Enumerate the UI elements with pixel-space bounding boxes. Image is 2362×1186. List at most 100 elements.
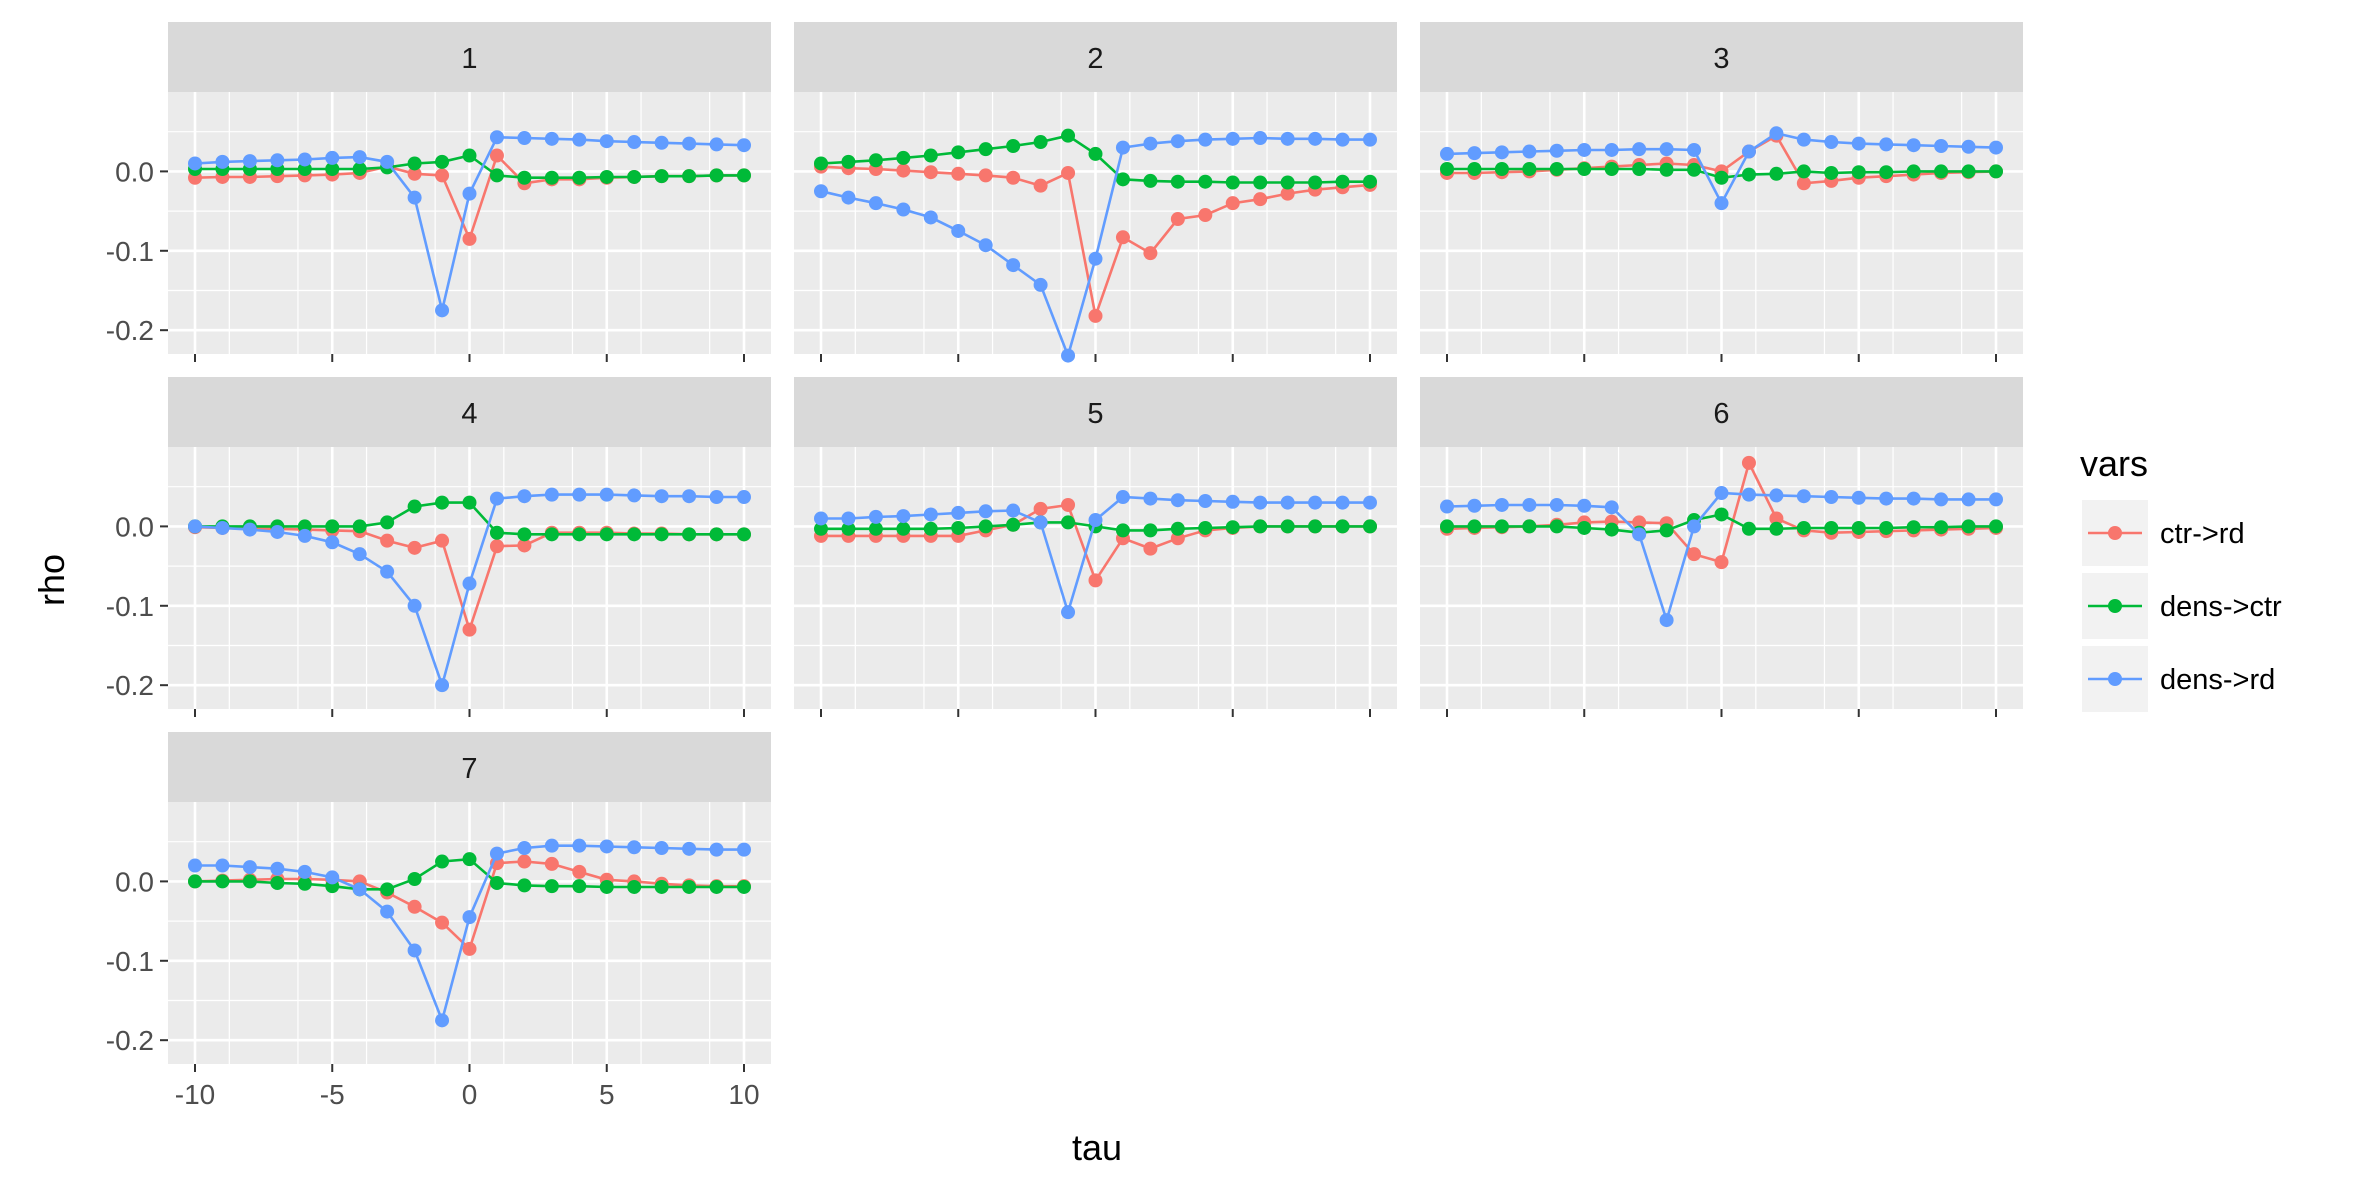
y-tick-label: -0.1 bbox=[106, 946, 154, 977]
data-point bbox=[1741, 144, 1756, 159]
data-point bbox=[407, 540, 422, 555]
data-point bbox=[1440, 499, 1454, 514]
facet-panel-6: 6 bbox=[1420, 377, 2023, 717]
data-point bbox=[1006, 517, 1021, 532]
data-point bbox=[868, 153, 883, 168]
data-point bbox=[654, 879, 669, 894]
data-point bbox=[1714, 486, 1729, 501]
data-point bbox=[407, 899, 422, 914]
data-point bbox=[896, 202, 911, 217]
data-point bbox=[1115, 490, 1130, 505]
data-point bbox=[1143, 491, 1158, 506]
data-point bbox=[737, 138, 751, 153]
data-point bbox=[1522, 144, 1537, 159]
data-point bbox=[654, 489, 669, 504]
data-point bbox=[462, 852, 477, 867]
facet-strip-label: 2 bbox=[1087, 43, 1103, 75]
data-point bbox=[1522, 497, 1537, 512]
data-point bbox=[951, 223, 966, 238]
data-point bbox=[627, 840, 642, 855]
data-point bbox=[627, 169, 642, 184]
data-point bbox=[1796, 164, 1811, 179]
data-point bbox=[1494, 162, 1509, 177]
data-point bbox=[1033, 515, 1048, 530]
data-point bbox=[407, 499, 422, 514]
data-point bbox=[572, 864, 587, 879]
facet-strip bbox=[168, 732, 771, 802]
data-point bbox=[1879, 491, 1894, 506]
x-tick-label: -5 bbox=[320, 1079, 345, 1110]
data-point bbox=[489, 130, 504, 145]
data-point bbox=[462, 231, 477, 246]
data-point bbox=[654, 841, 669, 856]
data-point bbox=[1989, 519, 2003, 534]
facet-panel-3: 3 bbox=[1420, 22, 2023, 362]
data-point bbox=[352, 162, 367, 177]
legend-key-point bbox=[2108, 526, 2122, 540]
x-tick-label: 5 bbox=[599, 1079, 615, 1110]
data-point bbox=[435, 495, 450, 510]
data-point bbox=[407, 190, 422, 205]
data-point bbox=[572, 838, 587, 853]
data-point bbox=[1906, 491, 1921, 506]
data-point bbox=[1225, 520, 1240, 535]
data-point bbox=[435, 303, 450, 318]
data-point bbox=[1308, 495, 1323, 510]
data-point bbox=[682, 527, 697, 542]
y-tick-label: 0.0 bbox=[115, 156, 154, 187]
data-point bbox=[599, 169, 614, 184]
data-point bbox=[1687, 142, 1702, 157]
data-point bbox=[325, 535, 340, 550]
data-point bbox=[841, 154, 856, 169]
data-point bbox=[1906, 138, 1921, 153]
x-tick-label: 10 bbox=[728, 1079, 759, 1110]
data-point bbox=[188, 874, 202, 889]
data-point bbox=[1989, 164, 2003, 179]
legend-key-point bbox=[2108, 599, 2122, 613]
data-point bbox=[1714, 196, 1729, 211]
data-point bbox=[1659, 142, 1674, 157]
data-point bbox=[1280, 495, 1295, 510]
data-point bbox=[682, 879, 697, 894]
data-point bbox=[1006, 503, 1021, 518]
data-point bbox=[1604, 522, 1619, 537]
data-point bbox=[1198, 132, 1213, 147]
facet-panel-7: 7 0.0 -0.1 -0.2 -10 -5 0 5 10 bbox=[106, 732, 771, 1110]
facet-strip bbox=[168, 22, 771, 92]
data-point bbox=[188, 519, 202, 534]
data-point bbox=[242, 874, 257, 889]
data-point bbox=[737, 879, 751, 894]
data-point bbox=[1061, 128, 1076, 143]
data-point bbox=[572, 487, 587, 502]
data-point bbox=[951, 166, 966, 181]
data-point bbox=[1989, 492, 2003, 507]
data-point bbox=[709, 879, 724, 894]
data-point bbox=[737, 168, 751, 183]
data-point bbox=[896, 521, 911, 536]
data-point bbox=[489, 539, 504, 554]
data-point bbox=[627, 135, 642, 150]
data-point bbox=[709, 842, 724, 857]
data-point bbox=[1467, 146, 1482, 161]
data-point bbox=[1225, 131, 1240, 146]
facet-strip-label: 7 bbox=[461, 753, 477, 785]
data-point bbox=[242, 522, 257, 537]
data-point bbox=[215, 154, 230, 169]
data-point bbox=[297, 152, 312, 167]
x-tick-label: 0 bbox=[462, 1079, 478, 1110]
data-point bbox=[1824, 135, 1839, 150]
data-point bbox=[270, 861, 285, 876]
data-point bbox=[841, 521, 856, 536]
data-point bbox=[1088, 513, 1103, 528]
facet-strip-label: 3 bbox=[1713, 43, 1729, 75]
data-point bbox=[462, 186, 477, 201]
data-point bbox=[814, 184, 828, 199]
data-point bbox=[627, 527, 642, 542]
data-point bbox=[868, 521, 883, 536]
data-point bbox=[1088, 573, 1103, 588]
data-point bbox=[407, 943, 422, 958]
data-point bbox=[1143, 136, 1158, 151]
legend-title: vars bbox=[2080, 443, 2148, 484]
data-point bbox=[1115, 172, 1130, 187]
data-point bbox=[435, 915, 450, 930]
